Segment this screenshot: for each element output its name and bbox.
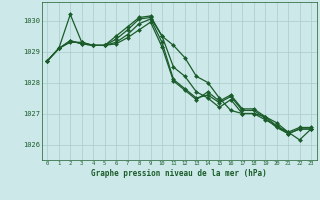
X-axis label: Graphe pression niveau de la mer (hPa): Graphe pression niveau de la mer (hPa) — [91, 169, 267, 178]
